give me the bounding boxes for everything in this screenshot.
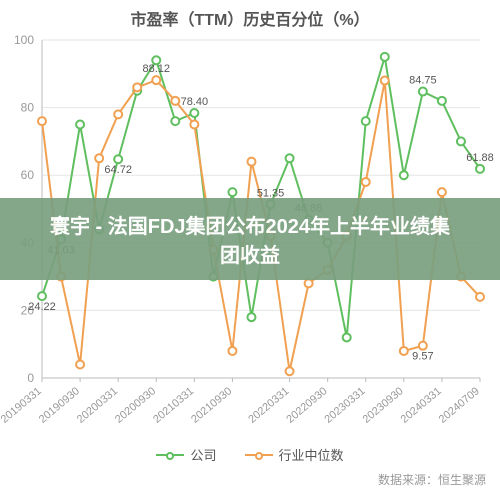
x-tick-label: 20240709 bbox=[437, 385, 482, 426]
data-point bbox=[190, 121, 198, 129]
y-tick-label: 80 bbox=[21, 101, 35, 115]
data-point bbox=[171, 117, 179, 125]
data-point bbox=[114, 110, 122, 118]
data-point bbox=[400, 347, 408, 355]
data-point bbox=[286, 367, 294, 375]
data-point bbox=[286, 154, 294, 162]
y-tick-label: 60 bbox=[21, 168, 35, 182]
y-tick-label: 100 bbox=[14, 33, 34, 47]
y-tick-label: 0 bbox=[27, 371, 34, 385]
data-point bbox=[76, 360, 84, 368]
data-point bbox=[95, 154, 103, 162]
point-label: 64.72 bbox=[104, 164, 132, 176]
x-tick-label: 20200331 bbox=[75, 385, 120, 426]
chart-legend: 公司 行业中位数 bbox=[0, 445, 500, 464]
x-tick-label: 20210331 bbox=[151, 385, 196, 426]
data-point bbox=[457, 137, 465, 145]
point-label: 24.22 bbox=[28, 301, 56, 313]
point-label: 78.40 bbox=[181, 96, 209, 108]
x-tick-label: 20190331 bbox=[0, 385, 44, 426]
legend-item: 行业中位数 bbox=[245, 445, 344, 464]
data-point bbox=[228, 188, 236, 196]
data-point bbox=[133, 83, 141, 91]
x-tick-label: 20220930 bbox=[284, 385, 329, 426]
data-point bbox=[38, 292, 46, 300]
data-point bbox=[38, 117, 46, 125]
x-tick-label: 20200930 bbox=[113, 385, 158, 426]
data-point bbox=[247, 158, 255, 166]
point-label: 88.12 bbox=[142, 63, 170, 75]
data-point bbox=[476, 293, 484, 301]
legend-item: 公司 bbox=[156, 445, 216, 464]
data-source: 数据来源：恒生聚源 bbox=[378, 471, 486, 488]
data-point bbox=[114, 155, 122, 163]
overlay-banner: 寰宇 - 法国FDJ集团公布2024年上半年业绩集团收益 bbox=[0, 198, 500, 280]
x-tick-label: 20230930 bbox=[361, 385, 406, 426]
data-point bbox=[247, 313, 255, 321]
data-point bbox=[76, 121, 84, 129]
chart-card: 市盈率（TTM）历史百分位（%） 02040608010020190331201… bbox=[0, 0, 500, 500]
overlay-text: 寰宇 - 法国FDJ集团公布2024年上半年业绩集团收益 bbox=[40, 210, 460, 268]
point-label: 9.57 bbox=[412, 351, 433, 363]
data-point bbox=[438, 97, 446, 105]
data-point bbox=[190, 109, 198, 117]
data-point bbox=[381, 77, 389, 85]
data-point bbox=[419, 88, 427, 96]
data-point bbox=[400, 171, 408, 179]
legend-label: 行业中位数 bbox=[279, 445, 344, 464]
data-point bbox=[171, 97, 179, 105]
data-point bbox=[228, 347, 236, 355]
point-label: 61.88 bbox=[466, 152, 494, 164]
x-tick-label: 20190930 bbox=[37, 385, 82, 426]
data-point bbox=[476, 165, 484, 173]
data-point bbox=[438, 188, 446, 196]
point-label: 84.75 bbox=[409, 75, 437, 87]
x-tick-label: 20240331 bbox=[399, 385, 444, 426]
x-tick-label: 20230331 bbox=[322, 385, 367, 426]
data-point bbox=[419, 342, 427, 350]
data-point bbox=[362, 178, 370, 186]
data-point bbox=[381, 53, 389, 61]
data-point bbox=[362, 117, 370, 125]
x-tick-label: 20220331 bbox=[246, 385, 291, 426]
data-point bbox=[343, 333, 351, 341]
x-tick-label: 20210930 bbox=[189, 385, 234, 426]
data-point bbox=[305, 279, 313, 287]
data-point bbox=[152, 76, 160, 84]
legend-label: 公司 bbox=[190, 445, 216, 464]
